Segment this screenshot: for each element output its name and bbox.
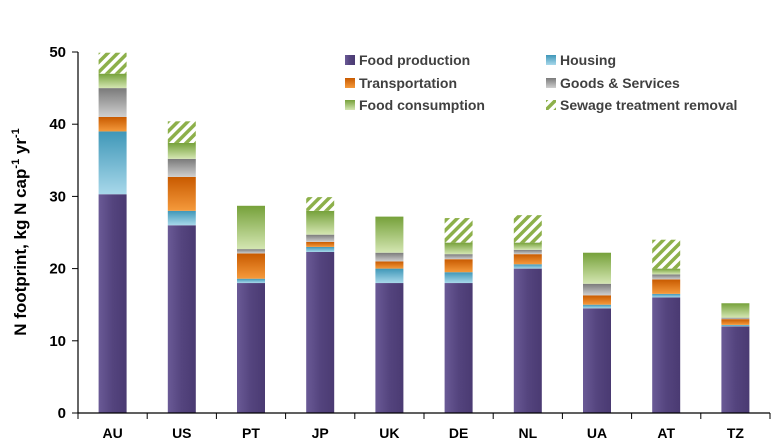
legend-swatch [546,78,556,88]
y-tick-label: 40 [49,116,66,133]
x-tick-label: AU [102,425,122,441]
bar-segment [167,210,196,226]
legend-swatch [345,100,355,110]
bar-segment [375,283,404,413]
bar-segment [167,176,196,211]
bar-segment [375,216,404,253]
x-tick-label: NL [518,425,537,441]
bar-segment [237,205,265,250]
legend: Food production Housing Transportation Good… [345,52,737,113]
bar-segment [583,308,611,413]
x-tick-label: AT [657,425,675,441]
y-tick-label: 50 [49,44,66,61]
bar-segment [375,252,404,262]
bar-segment [444,283,473,413]
bar-segment [513,242,542,250]
bar-segment [513,249,542,255]
bar-segment [167,158,196,177]
bar-segment [167,225,196,413]
bar-segment [98,73,127,89]
bar-segment [237,278,265,284]
x-tick-label: JP [312,425,329,441]
bar-segment [513,268,542,413]
bar-segment [237,253,265,279]
x-axis-labels: AU US PT JP UK DE NL UA AT TZ [102,425,744,441]
bar-segment [375,268,404,284]
bar-segment [167,142,196,159]
y-tick-label: 0 [58,405,66,422]
legend-swatch [345,55,355,65]
bar-segment [513,215,542,243]
bar-segment [583,283,611,296]
bar-segment [237,249,265,254]
bar-segment [652,268,681,275]
bar-segment [583,295,611,305]
bar-segment [721,317,750,320]
bar-segment [444,254,473,260]
bar-segment [652,279,681,294]
bar-segment [652,274,681,280]
legend-swatch [546,100,556,110]
bar-segment [306,241,335,247]
y-tick-label: 20 [49,261,66,278]
bar-segment [98,52,127,74]
bar-segment [444,259,473,273]
legend-label: Housing [560,52,616,68]
bar-segment [513,264,542,269]
legend-swatch [546,55,556,65]
bar-segment [652,293,681,298]
bars [98,52,750,413]
x-tick-label: DE [449,425,468,441]
bar-segment [375,261,404,269]
bar-segment [98,88,127,117]
legend-label: Sewage treatment removal [560,97,737,113]
bar-segment [721,303,750,318]
bar-segment [306,251,335,413]
legend-label: Food consumption [359,97,485,113]
svg-text:N footprint, kg N cap-1 yr-1: N footprint, kg N cap-1 yr-1 [10,128,30,336]
legend-label: Food production [359,52,470,68]
bar-segment [444,242,473,255]
bar-segment [167,121,196,143]
bar-segment [444,272,473,284]
legend-label: Goods & Services [560,75,680,91]
x-tick-label: UK [379,425,399,441]
x-tick-label: US [172,425,191,441]
y-tick-label: 30 [49,188,66,205]
bar-segment [652,297,681,413]
x-tick-label: PT [242,425,260,441]
y-axis-ticks: 0 10 20 30 40 50 [49,44,78,422]
bar-segment [237,283,265,413]
bar-segment [306,210,335,235]
x-tick-label: TZ [727,425,745,441]
bar-segment [444,218,473,243]
bar-segment [721,324,750,327]
bar-segment [98,131,127,195]
bar-segment [98,116,127,132]
bar-segment [652,239,681,269]
bar-segment [513,254,542,265]
bar-segment [583,252,611,284]
bar-segment [306,246,335,252]
x-tick-label: UA [587,425,607,441]
bar-segment [306,197,335,211]
y-tick-label: 10 [49,333,66,350]
axes [77,52,771,419]
legend-label: Transportation [359,75,457,91]
bar-segment [583,304,611,309]
bar-segment [721,326,750,413]
bar-segment [721,319,750,325]
bar-segment [306,234,335,242]
legend-swatch [345,78,355,88]
y-axis-label: N footprint, kg N cap-1 yr-1 [10,128,30,336]
bar-segment [98,194,127,413]
